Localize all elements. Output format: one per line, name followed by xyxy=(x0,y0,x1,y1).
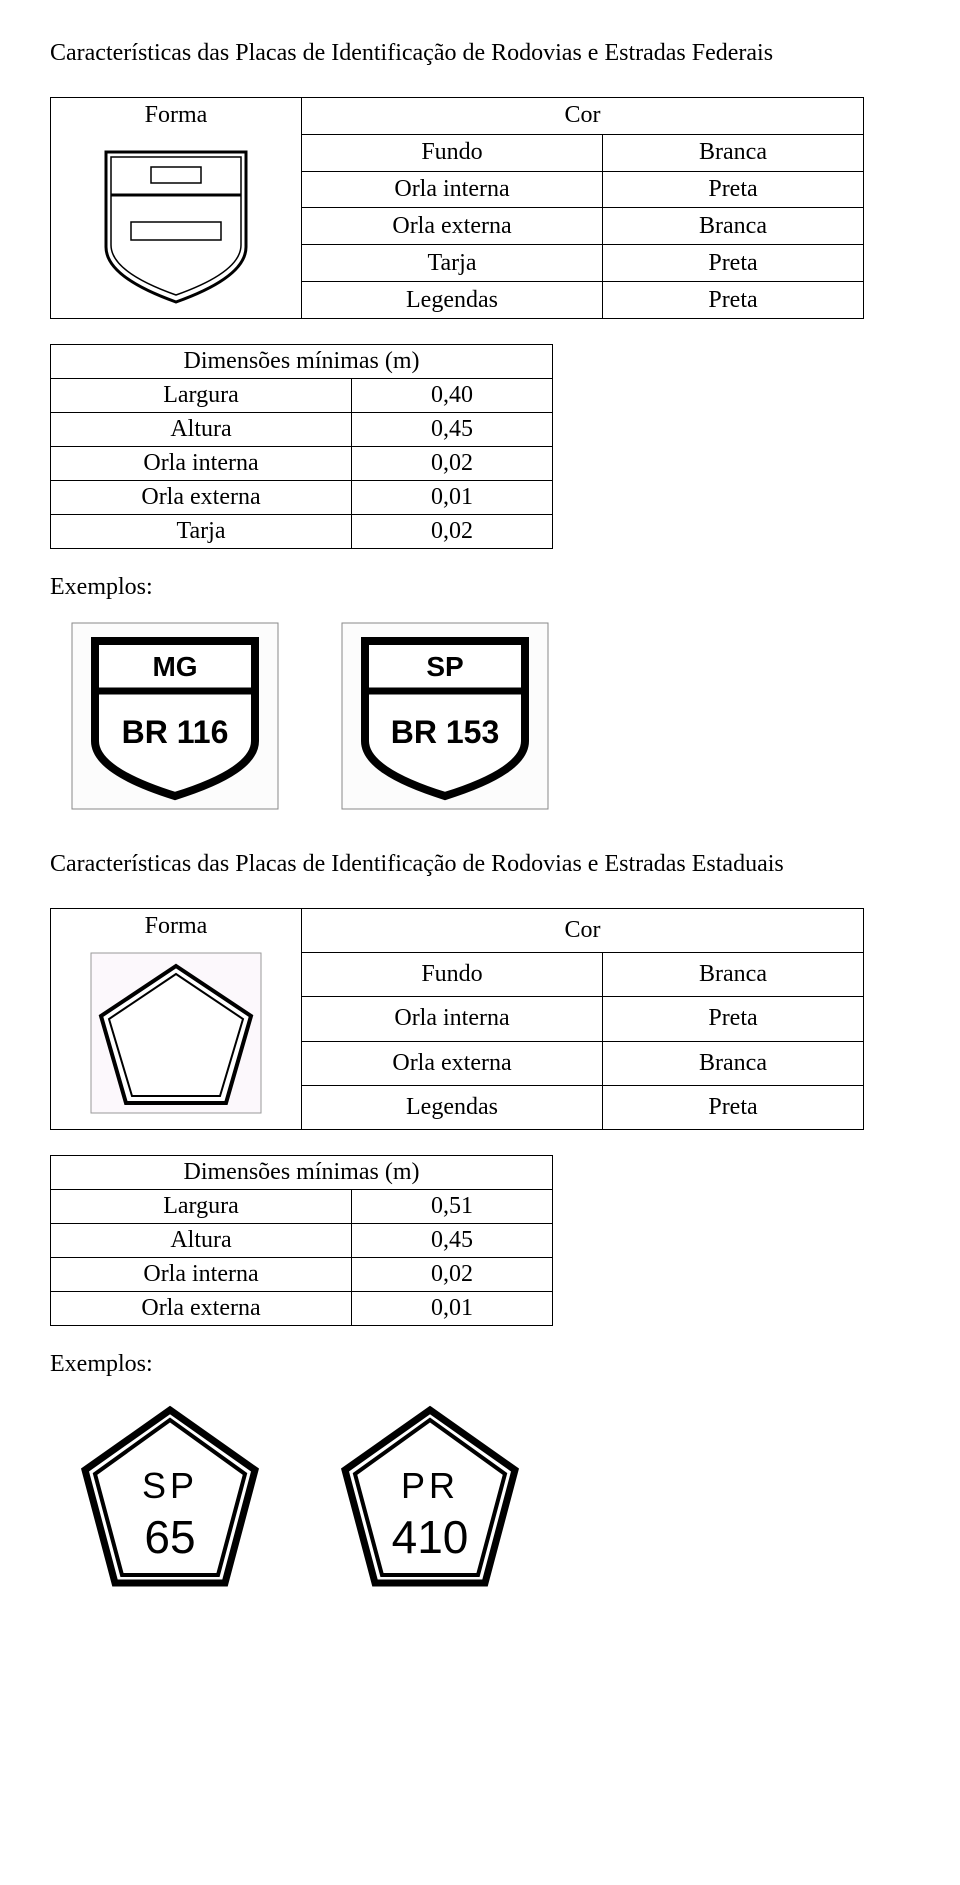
table-row: Largura0,51 xyxy=(51,1190,553,1224)
dim-header: Dimensões mínimas (m) xyxy=(51,1156,553,1190)
forma-label: Forma xyxy=(61,913,291,940)
table-row: Orla externa0,01 xyxy=(51,481,553,515)
sign-top-text: SP xyxy=(426,651,463,682)
shield-shape-icon xyxy=(96,137,256,307)
dim-header: Dimensões mínimas (m) xyxy=(51,345,553,379)
attr-value: Preta xyxy=(603,282,864,319)
attr-label: Legendas xyxy=(302,282,603,319)
cor-header-cell: Cor xyxy=(302,909,864,953)
dim-label: Largura xyxy=(51,1190,352,1224)
dim-value: 0,02 xyxy=(352,447,553,481)
attr-label: Orla interna xyxy=(302,997,603,1041)
attr-label: Orla interna xyxy=(302,171,603,208)
attr-value: Branca xyxy=(603,134,864,171)
table-row: Orla externa0,01 xyxy=(51,1292,553,1326)
shield-sign-icon: MG BR 116 xyxy=(70,621,280,811)
exemplos-label: Exemplos: xyxy=(50,1351,910,1378)
sign-bottom-text: BR 153 xyxy=(391,714,500,750)
forma-header-cell: Forma xyxy=(51,98,302,319)
dim-value: 0,02 xyxy=(352,1258,553,1292)
pentagon-sign-icon: PR 410 xyxy=(330,1398,530,1598)
examples-row: SP 65 PR 410 xyxy=(70,1398,910,1598)
dim-label: Orla externa xyxy=(51,481,352,515)
pentagon-shape-icon xyxy=(86,948,266,1118)
attr-value: Preta xyxy=(603,1085,864,1129)
shield-sign-icon: SP BR 153 xyxy=(340,621,550,811)
dim-value: 0,51 xyxy=(352,1190,553,1224)
dim-label: Largura xyxy=(51,379,352,413)
dim-label: Orla interna xyxy=(51,447,352,481)
forma-label: Forma xyxy=(61,102,291,129)
attr-value: Branca xyxy=(603,208,864,245)
sign-bottom-text: 410 xyxy=(392,1511,469,1563)
attr-label: Orla externa xyxy=(302,1041,603,1085)
attr-value: Branca xyxy=(603,1041,864,1085)
dim-value: 0,01 xyxy=(352,1292,553,1326)
attr-label: Fundo xyxy=(302,134,603,171)
attr-value: Preta xyxy=(603,997,864,1041)
dim-value: 0,45 xyxy=(352,1224,553,1258)
attr-value: Branca xyxy=(603,953,864,997)
dimensions-table: Dimensões mínimas (m) Largura0,51 Altura… xyxy=(50,1155,553,1326)
dim-label: Altura xyxy=(51,413,352,447)
sign-top-text: MG xyxy=(152,651,197,682)
table-row: Altura0,45 xyxy=(51,1224,553,1258)
sign-bottom-text: BR 116 xyxy=(122,714,229,750)
pentagon-sign-icon: SP 65 xyxy=(70,1398,270,1598)
sign-bottom-text: 65 xyxy=(144,1511,195,1563)
forma-header-cell: Forma xyxy=(51,909,302,1130)
dimensions-table: Dimensões mínimas (m) Largura0,40 Altura… xyxy=(50,344,553,549)
table-row: Orla interna0,02 xyxy=(51,1258,553,1292)
dim-label: Orla interna xyxy=(51,1258,352,1292)
forma-cor-table: Forma Cor FundoBranca Orla internaPreta … xyxy=(50,97,864,319)
forma-cor-table: Forma Cor FundoBranca Orla internaPreta … xyxy=(50,908,864,1130)
attr-label: Legendas xyxy=(302,1085,603,1129)
attr-label: Fundo xyxy=(302,953,603,997)
attr-label: Orla externa xyxy=(302,208,603,245)
attr-value: Preta xyxy=(603,171,864,208)
sign-top-text: SP xyxy=(142,1465,198,1506)
dim-value: 0,45 xyxy=(352,413,553,447)
sign-top-text: PR xyxy=(401,1465,459,1506)
cor-header-cell: Cor xyxy=(302,98,864,135)
exemplos-label: Exemplos: xyxy=(50,574,910,601)
table-row: Orla interna0,02 xyxy=(51,447,553,481)
examples-row: MG BR 116 SP BR 153 xyxy=(70,621,910,811)
dim-label: Orla externa xyxy=(51,1292,352,1326)
section-heading: Características das Placas de Identifica… xyxy=(50,40,910,67)
table-row: Largura0,40 xyxy=(51,379,553,413)
section-heading: Características das Placas de Identifica… xyxy=(50,851,910,878)
attr-value: Preta xyxy=(603,245,864,282)
table-row: Tarja0,02 xyxy=(51,515,553,549)
attr-label: Tarja xyxy=(302,245,603,282)
dim-value: 0,02 xyxy=(352,515,553,549)
dim-value: 0,40 xyxy=(352,379,553,413)
table-row: Altura0,45 xyxy=(51,413,553,447)
dim-label: Tarja xyxy=(51,515,352,549)
dim-value: 0,01 xyxy=(352,481,553,515)
dim-label: Altura xyxy=(51,1224,352,1258)
